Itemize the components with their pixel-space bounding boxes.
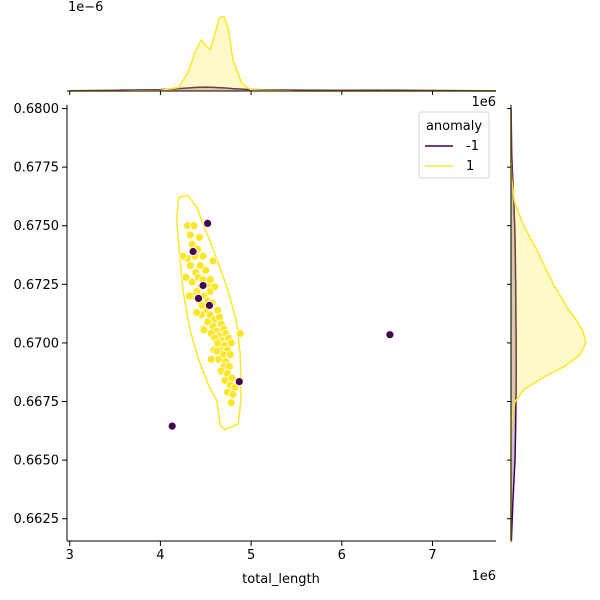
y-tick-label: 0.6750 bbox=[14, 219, 60, 234]
right-kde-line-neg bbox=[510, 108, 517, 543]
legend-label-anomaly-pos: 1 bbox=[466, 159, 474, 174]
kde-contour-outer bbox=[175, 194, 242, 431]
top-kde-line-pos bbox=[69, 15, 496, 92]
point-anomaly-pos bbox=[220, 375, 230, 385]
point-anomaly-pos bbox=[185, 261, 195, 271]
point-anomaly-pos bbox=[208, 256, 218, 266]
point-anomaly-pos bbox=[184, 291, 194, 301]
top-kde-fill-pos bbox=[69, 16, 496, 91]
point-anomaly-pos bbox=[212, 346, 222, 356]
x-tick-label: 6 bbox=[338, 548, 346, 563]
point-anomaly-pos bbox=[206, 354, 216, 364]
point-anomaly-neg bbox=[167, 421, 177, 431]
x-tick-label: 4 bbox=[156, 548, 164, 563]
y-tick-label: 0.6650 bbox=[14, 454, 60, 469]
point-anomaly-pos bbox=[185, 230, 195, 240]
right-marginal-kde bbox=[507, 105, 587, 543]
kde-contours bbox=[175, 194, 242, 431]
x-tick-label: 3 bbox=[66, 548, 74, 563]
x-offset-label: 1e6 bbox=[471, 569, 496, 584]
legend-label-anomaly-neg: -1 bbox=[466, 139, 479, 154]
point-anomaly-neg bbox=[204, 300, 214, 310]
legend: anomaly -1 1 bbox=[418, 111, 490, 179]
point-anomaly-pos bbox=[194, 232, 204, 242]
point-anomaly-pos bbox=[205, 275, 215, 285]
point-anomaly-pos bbox=[226, 338, 236, 348]
y-tick-label: 0.6775 bbox=[14, 161, 60, 176]
point-anomaly-neg bbox=[194, 293, 203, 303]
point-anomaly-pos bbox=[235, 329, 245, 338]
y-tick-label: 0.6800 bbox=[14, 102, 60, 117]
legend-title: anomaly bbox=[426, 119, 482, 134]
point-anomaly-pos bbox=[225, 350, 235, 360]
point-anomaly-pos bbox=[198, 251, 208, 261]
point-anomaly-pos bbox=[189, 221, 199, 231]
right-kde-fill-pos bbox=[511, 108, 586, 543]
y-offset-label: 1e6 bbox=[471, 95, 496, 110]
x-tick-label: 5 bbox=[247, 548, 255, 563]
point-anomaly-neg bbox=[198, 281, 208, 290]
point-anomaly-neg bbox=[203, 218, 213, 228]
point-anomaly-pos bbox=[201, 265, 211, 275]
top-marginal-kde bbox=[67, 15, 497, 95]
point-anomaly-pos bbox=[181, 272, 191, 282]
scatter-points bbox=[167, 218, 395, 431]
point-anomaly-pos bbox=[210, 282, 220, 292]
top-marginal-offset-label: 1e−6 bbox=[68, 0, 103, 15]
y-tick-label: 0.6725 bbox=[14, 278, 60, 293]
point-anomaly-pos bbox=[195, 261, 205, 271]
point-anomaly-pos bbox=[192, 308, 202, 317]
point-anomaly-pos bbox=[226, 398, 236, 408]
top-kde-fill-neg bbox=[69, 87, 496, 91]
point-anomaly-pos bbox=[214, 354, 223, 364]
point-anomaly-pos bbox=[228, 390, 238, 399]
point-anomaly-neg bbox=[234, 377, 244, 387]
y-tick-label: 0.6700 bbox=[14, 336, 60, 351]
legend-box bbox=[418, 111, 490, 179]
x-tick-label: 7 bbox=[428, 548, 436, 563]
y-tick-label: 0.6625 bbox=[14, 512, 60, 527]
main-axes: 3 4 5 6 7 0.6625 0.6650 0.6675 0.6700 0.6725 0.675… bbox=[14, 102, 496, 563]
point-anomaly-pos bbox=[178, 251, 188, 261]
point-anomaly-neg bbox=[385, 330, 395, 340]
point-anomaly-pos bbox=[199, 325, 209, 335]
point-anomaly-pos bbox=[187, 277, 197, 287]
point-anomaly-pos bbox=[214, 312, 224, 322]
x-axis-label: total_length bbox=[242, 572, 320, 587]
y-tick-label: 0.6675 bbox=[14, 395, 60, 410]
point-anomaly-neg bbox=[188, 247, 198, 256]
